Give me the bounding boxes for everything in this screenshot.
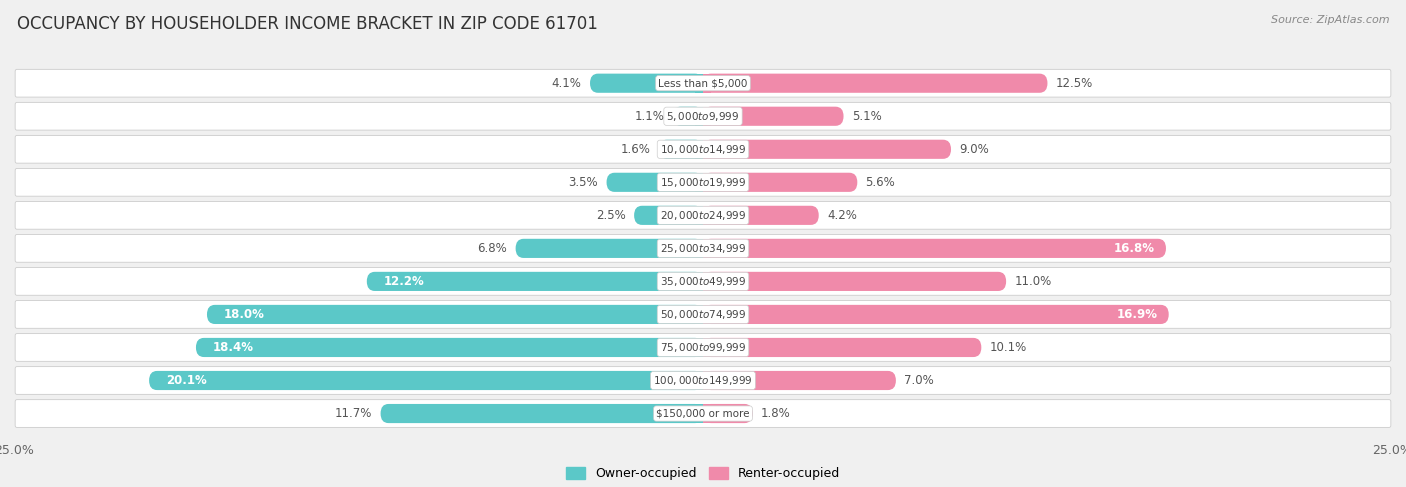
FancyBboxPatch shape [634, 206, 703, 225]
Text: 1.1%: 1.1% [634, 110, 665, 123]
FancyBboxPatch shape [703, 239, 1166, 258]
FancyBboxPatch shape [659, 140, 703, 159]
FancyBboxPatch shape [703, 338, 981, 357]
Bar [695, 74, 703, 93]
Text: OCCUPANCY BY HOUSEHOLDER INCOME BRACKET IN ZIP CODE 61701: OCCUPANCY BY HOUSEHOLDER INCOME BRACKET … [17, 15, 598, 33]
FancyBboxPatch shape [15, 334, 1391, 361]
Text: 7.0%: 7.0% [904, 374, 934, 387]
Bar [695, 338, 703, 357]
Text: $10,000 to $14,999: $10,000 to $14,999 [659, 143, 747, 156]
FancyBboxPatch shape [15, 135, 1391, 163]
FancyBboxPatch shape [15, 367, 1391, 394]
Text: 11.7%: 11.7% [335, 407, 373, 420]
Bar [703, 239, 711, 258]
Bar [695, 140, 703, 159]
Bar [703, 272, 711, 291]
Text: $25,000 to $34,999: $25,000 to $34,999 [659, 242, 747, 255]
Text: $100,000 to $149,999: $100,000 to $149,999 [654, 374, 752, 387]
Text: $35,000 to $49,999: $35,000 to $49,999 [659, 275, 747, 288]
Text: Less than $5,000: Less than $5,000 [658, 78, 748, 88]
Bar [695, 173, 703, 192]
FancyBboxPatch shape [591, 74, 703, 93]
Text: 1.6%: 1.6% [621, 143, 651, 156]
Text: 12.5%: 12.5% [1056, 77, 1092, 90]
Bar [695, 305, 703, 324]
Bar [695, 107, 703, 126]
FancyBboxPatch shape [15, 202, 1391, 229]
Text: $150,000 or more: $150,000 or more [657, 409, 749, 418]
Text: 6.8%: 6.8% [478, 242, 508, 255]
Bar [703, 404, 711, 423]
FancyBboxPatch shape [15, 235, 1391, 262]
FancyBboxPatch shape [703, 173, 858, 192]
Text: $5,000 to $9,999: $5,000 to $9,999 [666, 110, 740, 123]
Text: 18.4%: 18.4% [212, 341, 253, 354]
FancyBboxPatch shape [703, 272, 1007, 291]
Text: Source: ZipAtlas.com: Source: ZipAtlas.com [1271, 15, 1389, 25]
Text: 10.1%: 10.1% [990, 341, 1026, 354]
FancyBboxPatch shape [703, 107, 844, 126]
FancyBboxPatch shape [381, 404, 703, 423]
Bar [703, 74, 711, 93]
FancyBboxPatch shape [703, 305, 1168, 324]
FancyBboxPatch shape [703, 404, 752, 423]
Text: 4.1%: 4.1% [553, 77, 582, 90]
Bar [695, 371, 703, 390]
FancyBboxPatch shape [672, 107, 703, 126]
Text: 5.6%: 5.6% [866, 176, 896, 189]
FancyBboxPatch shape [15, 102, 1391, 130]
Text: 2.5%: 2.5% [596, 209, 626, 222]
Text: 5.1%: 5.1% [852, 110, 882, 123]
Text: 16.8%: 16.8% [1114, 242, 1154, 255]
FancyBboxPatch shape [703, 206, 818, 225]
Bar [703, 140, 711, 159]
FancyBboxPatch shape [15, 400, 1391, 428]
FancyBboxPatch shape [15, 300, 1391, 328]
Bar [695, 272, 703, 291]
Bar [695, 239, 703, 258]
FancyBboxPatch shape [195, 338, 703, 357]
FancyBboxPatch shape [207, 305, 703, 324]
FancyBboxPatch shape [703, 140, 950, 159]
FancyBboxPatch shape [516, 239, 703, 258]
Text: 9.0%: 9.0% [959, 143, 988, 156]
Bar [695, 206, 703, 225]
Bar [703, 107, 711, 126]
FancyBboxPatch shape [703, 371, 896, 390]
Text: $20,000 to $24,999: $20,000 to $24,999 [659, 209, 747, 222]
Bar [703, 371, 711, 390]
FancyBboxPatch shape [15, 169, 1391, 196]
Text: 12.2%: 12.2% [384, 275, 425, 288]
Text: $15,000 to $19,999: $15,000 to $19,999 [659, 176, 747, 189]
Legend: Owner-occupied, Renter-occupied: Owner-occupied, Renter-occupied [561, 462, 845, 485]
FancyBboxPatch shape [149, 371, 703, 390]
Text: 3.5%: 3.5% [568, 176, 599, 189]
Text: 4.2%: 4.2% [827, 209, 856, 222]
FancyBboxPatch shape [367, 272, 703, 291]
Bar [703, 173, 711, 192]
FancyBboxPatch shape [703, 74, 1047, 93]
Bar [695, 404, 703, 423]
Text: 20.1%: 20.1% [166, 374, 207, 387]
Text: 18.0%: 18.0% [224, 308, 264, 321]
Bar [703, 305, 711, 324]
Text: 1.8%: 1.8% [761, 407, 790, 420]
Text: $75,000 to $99,999: $75,000 to $99,999 [659, 341, 747, 354]
Text: 11.0%: 11.0% [1014, 275, 1052, 288]
Text: 16.9%: 16.9% [1116, 308, 1157, 321]
Text: $50,000 to $74,999: $50,000 to $74,999 [659, 308, 747, 321]
FancyBboxPatch shape [606, 173, 703, 192]
Bar [703, 206, 711, 225]
FancyBboxPatch shape [15, 267, 1391, 295]
Bar [703, 338, 711, 357]
FancyBboxPatch shape [15, 69, 1391, 97]
